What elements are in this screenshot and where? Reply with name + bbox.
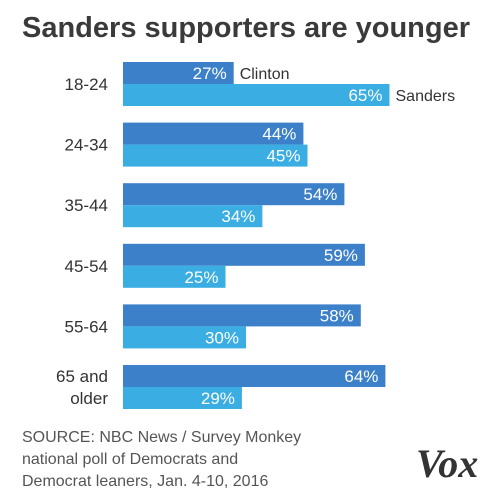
category-label: 35-44 [65,196,108,215]
bar-clinton [123,122,304,145]
bar-sanders [123,387,242,409]
data-label: 29% [201,389,235,408]
data-label: 54% [303,185,337,204]
bar-sanders [123,326,246,349]
bar-groups: 18-24 27% Clinton 65% Sanders 24-34 44% 45% 35-4… [56,62,455,409]
legend-clinton: Clinton [240,66,290,83]
data-label: 64% [344,367,378,386]
category-label: 18-24 [65,75,108,94]
category-label: 65 and [56,367,108,386]
bar-clinton [123,62,234,84]
data-label: 45% [266,147,300,166]
bar-sanders [123,84,390,106]
source-note: SOURCE: NBC News / Survey Monkey national… [22,429,301,490]
source-line: SOURCE: NBC News / Survey Monkey [22,429,301,446]
data-label: 27% [193,64,227,83]
bar-clinton [123,365,386,387]
data-label: 25% [184,268,218,287]
bar-clinton [123,183,345,206]
category-label: 55-64 [65,317,108,336]
chart-title: Sanders supporters are younger [22,12,470,44]
source-line: Democrat leaners, Jan. 4-10, 2016 [22,473,268,490]
category-label: 24-34 [65,136,108,155]
legend-sanders: Sanders [396,88,456,105]
bar-sanders [123,144,308,167]
bar-sanders [123,205,263,228]
data-label: 58% [320,306,354,325]
bar-clinton [123,243,365,266]
data-label: 44% [262,125,296,144]
bar-clinton [123,304,361,327]
category-label: older [70,389,108,408]
data-label: 34% [221,207,255,226]
data-label: 65% [348,86,382,105]
data-label: 59% [324,246,358,265]
vox-logo: Vox [416,441,478,486]
source-line: national poll of Democrats and [22,451,238,468]
bar-sanders [123,265,226,288]
category-label: 45-54 [65,257,108,276]
data-label: 30% [205,328,239,347]
